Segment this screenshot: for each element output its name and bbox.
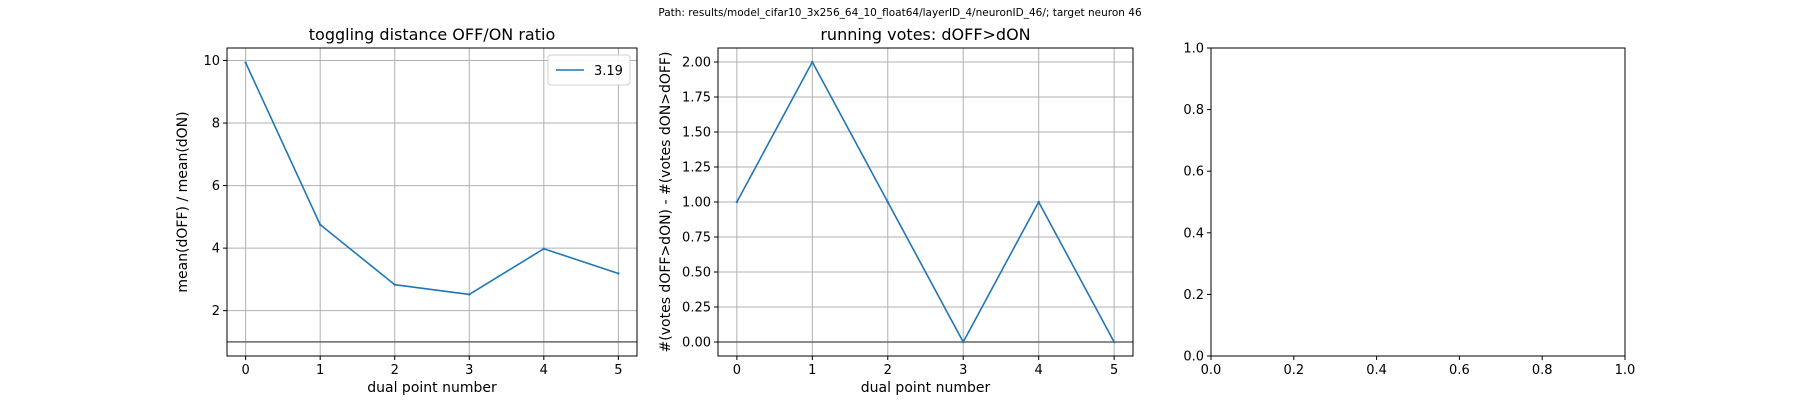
legend: 3.19 <box>547 54 631 86</box>
data-point <box>811 60 814 64</box>
y-tick-label: 1.25 <box>682 161 711 176</box>
figure-suptitle: Path: results/model_cifar10_3x256_64_10_… <box>658 7 1142 19</box>
x-tick-label: 0 <box>733 363 741 378</box>
x-tick-label: 5 <box>614 363 622 378</box>
x-axis-label: dual point number <box>861 380 991 396</box>
x-tick-label: 0.2 <box>1283 363 1304 378</box>
x-tick-label: 2 <box>884 363 892 378</box>
y-tick-label: 0.8 <box>1183 103 1204 118</box>
data-point <box>886 200 889 204</box>
series-line <box>244 62 619 296</box>
y-tick-label: 1.00 <box>682 196 711 211</box>
series-line <box>736 61 1115 343</box>
data-point <box>542 247 546 250</box>
y-tick-label: 0.4 <box>1183 226 1204 241</box>
x-tick-label: 0.8 <box>1532 363 1553 378</box>
y-tick-label: 8 <box>212 117 220 132</box>
y-tick-label: 1.75 <box>682 91 711 106</box>
x-tick-label: 4 <box>1035 363 1043 378</box>
subplot-running-votes: 0 1 2 3 4 5 0.00 0.25 0.50 0.75 1.00 1.25 1.50 1.75 2.… <box>658 25 1134 396</box>
subplot-toggling-distance-ratio: 0 1 2 3 4 5 2 4 6 8 10 toggling distance OFF/ON rat… <box>175 25 638 396</box>
data-point <box>617 272 620 275</box>
y-tick-label: 0.50 <box>682 266 711 281</box>
x-tick-label: 5 <box>1110 363 1118 378</box>
y-tick-label: 0.6 <box>1183 165 1204 180</box>
x-tick-label: 1 <box>808 363 816 378</box>
legend-box <box>547 54 631 86</box>
y-tick-label: 10 <box>203 54 220 69</box>
x-tick-label: 1 <box>316 363 324 378</box>
x-tick-label: 3 <box>959 363 967 378</box>
x-axis-label: dual point number <box>367 380 497 396</box>
data-point <box>468 293 471 296</box>
x-tick-label: 1.0 <box>1615 363 1636 378</box>
y-tick-label: 2.00 <box>682 56 711 71</box>
x-tick-label: 3 <box>465 363 473 378</box>
legend-entry: 3.19 <box>594 64 623 79</box>
y-tick-label: 0.75 <box>682 231 711 246</box>
y-tick-label: 0.00 <box>682 336 711 351</box>
data-point <box>393 283 396 286</box>
chart-title: running votes: dOFF>dON <box>820 25 1030 44</box>
data-point <box>735 200 739 204</box>
y-tick-label: 0.0 <box>1183 350 1204 365</box>
axes-frame <box>1210 47 1626 357</box>
y-tick-label: 6 <box>212 179 220 194</box>
data-point <box>318 223 322 226</box>
y-axis-label: mean(dOFF) / mean(dON) <box>175 111 191 292</box>
y-tick-label: 0.2 <box>1183 288 1204 303</box>
x-tick-label: 4 <box>540 363 548 378</box>
x-tick-label: 0.4 <box>1366 363 1387 378</box>
x-tick-label: 2 <box>391 363 399 378</box>
x-tick-label: 0.6 <box>1449 363 1470 378</box>
y-tick-label: 1.0 <box>1183 42 1204 57</box>
x-tick-label: 0 <box>241 363 249 378</box>
chart-title: toggling distance OFF/ON ratio <box>309 25 555 44</box>
data-point <box>962 340 965 344</box>
y-tick-label: 1.50 <box>682 126 711 141</box>
y-tick-label: 0.25 <box>682 301 711 316</box>
data-point <box>1112 340 1116 344</box>
y-tick-label: 2 <box>212 304 220 319</box>
data-point <box>244 61 247 64</box>
axes-frame <box>226 47 638 357</box>
data-point <box>1037 200 1040 204</box>
x-tick-label: 0.0 <box>1201 363 1222 378</box>
y-axis-label: #(votes dOFF>dON) - #(votes dON>dOFF) <box>658 52 674 353</box>
y-tick-label: 4 <box>212 242 220 257</box>
subplot-empty: 0.0 0.2 0.4 0.6 0.8 1.0 0.0 0.2 0.4 0.6 0.8 1.0 <box>1183 42 1635 379</box>
